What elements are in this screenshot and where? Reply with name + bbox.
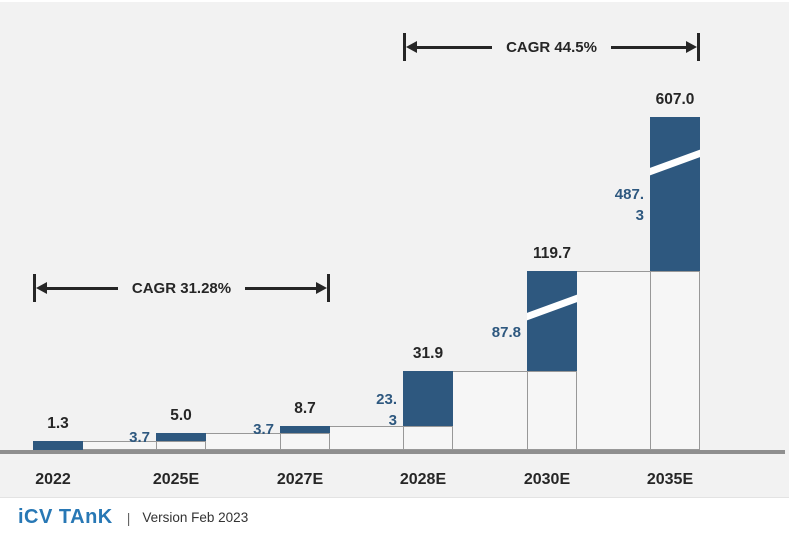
bar-2030E-carryover-segment xyxy=(527,371,577,450)
increment-label-2028E: 23. 3 xyxy=(351,389,397,431)
category-label-2027E: 2027E xyxy=(276,471,324,488)
increment-label-line: 87.8 xyxy=(491,324,521,341)
category-label-2035E: 2035E xyxy=(646,471,694,488)
connector-2028E xyxy=(452,371,528,450)
bar-2030E-increment-segment xyxy=(527,271,577,371)
category-label-2028E: 2028E xyxy=(399,471,447,488)
bar-2028E-increment-segment xyxy=(403,371,453,426)
cagr-label: CAGR 44.5% xyxy=(506,38,597,56)
increment-label-line: 3 xyxy=(388,412,397,429)
category-label-2025E: 2025E xyxy=(152,471,200,488)
category-label-2030E: 2030E xyxy=(523,471,571,488)
axis-break-slash xyxy=(650,146,700,179)
x-axis-line xyxy=(0,450,785,454)
bar-2028E-carryover-segment xyxy=(403,426,453,450)
cagr-annotation-1: CAGR 31.28% xyxy=(33,274,330,302)
total-label-2035E: 607.0 xyxy=(655,91,695,108)
increment-label-line: 3.7 xyxy=(253,421,274,438)
annotation-end-tick xyxy=(697,33,700,61)
increment-label-line: 23. xyxy=(376,391,397,408)
total-label-2027E: 8.7 xyxy=(294,400,316,417)
bar-2025E-increment-segment xyxy=(156,433,206,441)
icv-tank-logo: iCV TAnK xyxy=(18,506,113,528)
plot-area: 1.3 2022 5.0 3.7 2025E 8.7 3.7 2027E 31.9 23. 3 202… xyxy=(33,33,700,488)
bar-2022-increment-segment xyxy=(33,441,83,450)
annotation-line xyxy=(47,286,118,290)
bar-2035E-carryover-segment xyxy=(650,271,700,450)
axis-break-slash xyxy=(527,291,577,324)
annotation-line xyxy=(245,286,316,290)
arrowhead-left-icon xyxy=(36,282,47,294)
cagr-label: CAGR 31.28% xyxy=(131,279,232,297)
increment-label-2030E: 87.8 xyxy=(475,322,521,343)
increment-label-2027E: 3.7 xyxy=(228,419,274,440)
total-label-2022: 1.3 xyxy=(47,415,69,432)
category-label-2022: 2022 xyxy=(35,471,71,488)
annotation-line xyxy=(417,45,493,49)
bar-2035E-increment-segment xyxy=(650,117,700,271)
cagr-annotation-2: CAGR 44.5% xyxy=(403,33,700,61)
increment-label-line: 3.7 xyxy=(129,429,150,446)
footer-separator: | xyxy=(126,509,131,526)
bar-2025E-carryover-segment xyxy=(156,441,206,450)
annotation-end-tick xyxy=(403,33,406,61)
connector-2030E xyxy=(576,271,651,450)
arrowhead-right-icon xyxy=(316,282,327,294)
bar-2027E-increment-segment xyxy=(280,426,330,433)
footer: iCV TAnK | Version Feb 2023 xyxy=(0,497,789,537)
increment-label-2035E: 487. 3 xyxy=(598,184,644,226)
annotation-line xyxy=(610,45,686,49)
arrowhead-right-icon xyxy=(686,41,697,53)
arrowhead-left-icon xyxy=(406,41,417,53)
increment-label-2025E: 3.7 xyxy=(104,427,150,448)
total-label-2025E: 5.0 xyxy=(170,407,192,424)
total-label-2028E: 31.9 xyxy=(412,345,444,362)
annotation-end-tick xyxy=(327,274,330,302)
increment-label-line: 487. xyxy=(614,186,644,203)
bar-2027E-carryover-segment xyxy=(280,433,330,450)
total-label-2030E: 119.7 xyxy=(533,245,571,262)
increment-label-line: 3 xyxy=(635,207,644,224)
annotation-end-tick xyxy=(33,274,36,302)
version-label: Version Feb 2023 xyxy=(142,510,249,525)
